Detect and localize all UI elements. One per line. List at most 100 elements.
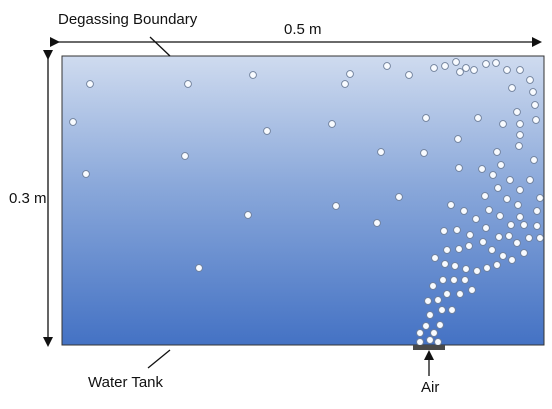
air-bubble-icon [263,127,271,135]
air-bubble-icon [536,234,544,242]
air-bubble-icon [422,114,430,122]
air-bubble-icon [533,222,541,230]
air-bubble-icon [508,256,516,264]
air-bubble-icon [536,194,544,202]
air-bubble-icon [441,260,449,268]
air-bubble-icon [488,246,496,254]
air-bubble-icon [499,120,507,128]
degassing-boundary-label: Degassing Boundary [58,11,198,28]
air-bubble-icon [465,242,473,250]
air-bubble-icon [341,80,349,88]
air-bubble-icon [494,184,502,192]
water-tank-label: Water Tank [88,374,164,391]
air-bubble-icon [377,148,385,156]
air-bubble-icon [431,254,439,262]
air-bubble-icon [455,164,463,172]
air-bubble-icon [430,329,438,337]
air-bubble-icon [430,64,438,72]
air-bubble-icon [532,116,540,124]
air-bubble-icon [332,202,340,210]
air-bubble-icon [461,276,469,284]
air-bubble-icon [249,71,257,79]
air-bubble-icon [429,282,437,290]
air-bubble-icon [482,224,490,232]
air-bubble-icon [462,265,470,273]
air-bubble-icon [447,201,455,209]
air-bubble-icon [453,226,461,234]
air-bubble-icon [395,193,403,201]
air-bubble-icon [472,215,480,223]
air-bubble-icon [328,120,336,128]
air-bubble-icon [489,171,497,179]
air-bubble-icon [520,221,528,229]
air-bubble-icon [516,66,524,74]
air-bubble-icon [483,264,491,272]
air-bubble-icon [513,108,521,116]
air-bubble-icon [69,118,77,126]
air-bubble-icon [466,231,474,239]
air-bubble-icon [181,152,189,160]
air-bubble-icon [456,68,464,76]
air-bubble-icon [455,245,463,253]
air-bubble-icon [531,101,539,109]
air-bubble-icon [443,246,451,254]
air-bubble-icon [184,80,192,88]
water-tank [61,55,545,346]
air-bubble-icon [496,212,504,220]
air-bubble-icon [529,88,537,96]
air-bubble-icon [503,66,511,74]
air-bubble-icon [451,262,459,270]
air-bubble-icon [526,176,534,184]
air-bubble-icon [426,311,434,319]
air-bubble-icon [507,221,515,229]
air-bubble-icon [516,120,524,128]
air-bubble-icon [468,286,476,294]
air-bubble-icon [460,207,468,215]
air-bubble-icon [462,64,470,72]
air-bubble-icon [454,135,462,143]
air-bubble-icon [506,176,514,184]
air-bubble-icon [508,84,516,92]
air-bubble-icon [515,142,523,150]
air-bubble-icon [416,338,424,346]
air-bubble-icon [422,322,430,330]
air-bubble-icon [448,306,456,314]
height-label: 0.3 m [9,190,47,207]
air-bubble-icon [405,71,413,79]
air-bubble-icon [493,148,501,156]
air-nozzle [413,345,445,350]
air-bubble-icon [478,165,486,173]
air-bubble-icon [473,267,481,275]
air-bubble-icon [516,186,524,194]
air-bubble-icon [526,76,534,84]
air-bubbles-group [69,58,544,346]
air-bubble-icon [516,131,524,139]
air-bubble-icon [485,206,493,214]
air-bubble-icon [416,329,424,337]
air-bubble-icon [520,249,528,257]
air-bubble-icon [530,156,538,164]
air-bubble-icon [424,297,432,305]
air-bubble-icon [434,296,442,304]
air-bubble-icon [86,80,94,88]
air-bubble-icon [481,192,489,200]
air-bubble-icon [525,234,533,242]
air-bubble-icon [479,238,487,246]
air-label: Air [421,379,439,396]
air-bubble-icon [482,60,490,68]
air-bubble-icon [470,66,478,74]
air-bubble-icon [443,290,451,298]
air-bubble-icon [503,195,511,203]
air-bubble-icon [439,276,447,284]
air-bubble-icon [497,161,505,169]
air-bubble-icon [420,149,428,157]
degassing-boundary-leader [149,36,171,57]
air-bubble-icon [438,306,446,314]
air-bubble-icon [195,264,203,272]
air-bubble-icon [373,219,381,227]
air-bubble-icon [456,290,464,298]
air-bubble-icon [82,170,90,178]
air-bubble-icon [505,232,513,240]
